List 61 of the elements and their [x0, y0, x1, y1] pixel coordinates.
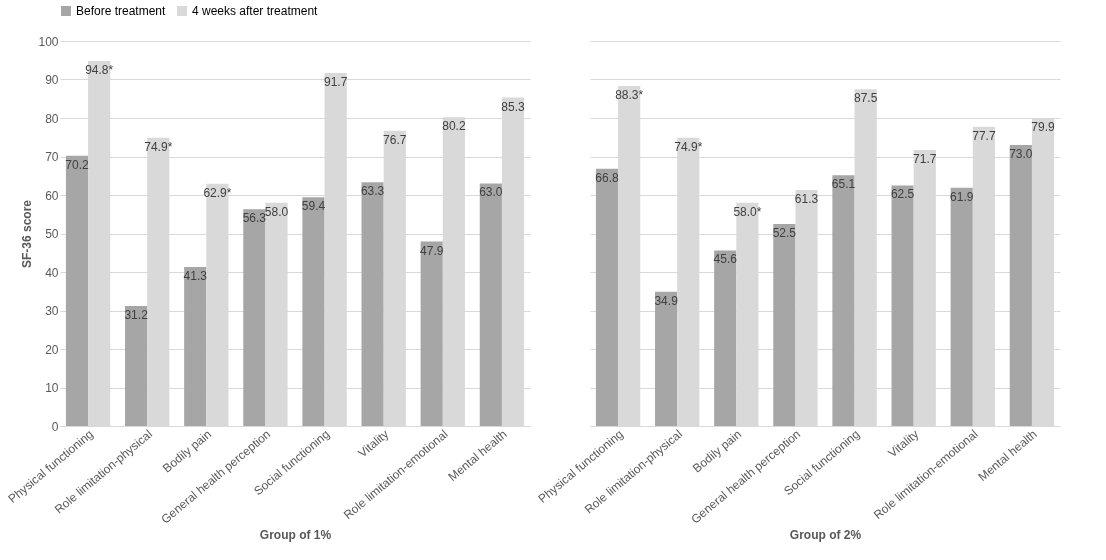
data-label: 88.3* [615, 88, 644, 103]
bar [655, 291, 678, 426]
legend-label: Before treatment [76, 4, 167, 18]
y-tick-label: 50 [45, 227, 59, 241]
legend-label: 4 weeks after treatment [192, 4, 319, 18]
data-label: 61.3 [794, 191, 819, 206]
bar [773, 223, 796, 426]
data-label: 80.2 [442, 119, 466, 134]
data-label: 58.0 [264, 204, 289, 219]
bar [420, 241, 443, 426]
y-tick-label: 30 [45, 304, 59, 318]
data-label: 79.9 [1031, 120, 1056, 135]
data-label: 63.3 [360, 184, 385, 199]
y-tick-label: 20 [45, 342, 59, 357]
y-tick-label: 60 [45, 188, 59, 203]
data-label: 52.5 [772, 225, 797, 240]
data-label: 31.2 [124, 307, 149, 322]
data-label: 58.0* [733, 204, 762, 219]
y-tick-label: 10 [45, 381, 59, 395]
bar [65, 155, 89, 426]
data-label: 71.7 [913, 151, 937, 166]
data-label: 59.4 [301, 199, 326, 214]
bar [595, 168, 619, 426]
data-label: 77.7 [972, 128, 996, 143]
data-label: 94.8* [85, 63, 114, 78]
bar [1009, 144, 1032, 426]
data-label: 65.1 [831, 177, 856, 192]
y-tick-label: 70 [45, 150, 59, 164]
data-label: 66.8 [595, 170, 619, 185]
y-tick-label: 40 [45, 265, 59, 280]
data-label: 62.9* [203, 185, 232, 200]
data-label: 74.9* [674, 139, 703, 154]
data-label: 73.0 [1009, 146, 1033, 161]
x-axis-title: Group of 2% [789, 527, 862, 542]
y-axis-title: SF-36 score [20, 199, 35, 269]
bar [714, 250, 737, 426]
y-tick-label: 90 [45, 73, 59, 87]
bar [184, 267, 207, 426]
data-label: 47.9 [420, 243, 444, 258]
y-tick-label: 80 [45, 111, 59, 126]
bar [832, 175, 855, 426]
y-tick-label: 100 [38, 34, 59, 49]
data-label: 61.9 [950, 189, 974, 204]
data-label: 85.3 [501, 99, 526, 114]
data-label: 74.9* [144, 139, 173, 154]
data-label: 70.2 [65, 157, 89, 172]
bar [361, 182, 384, 426]
bar [479, 183, 502, 426]
bar [891, 185, 914, 426]
bar [243, 209, 266, 426]
data-label: 62.5 [890, 187, 915, 202]
bar [950, 187, 973, 426]
bar [302, 197, 325, 426]
y-tick-label: 0 [51, 419, 59, 434]
data-label: 63.0 [479, 185, 503, 200]
data-label: 87.5 [853, 91, 878, 106]
x-axis-title: Group of 1% [259, 527, 332, 542]
bar [125, 305, 148, 426]
data-label: 91.7 [323, 74, 348, 89]
data-label: 34.9 [654, 293, 679, 308]
data-label: 76.7 [383, 132, 407, 147]
